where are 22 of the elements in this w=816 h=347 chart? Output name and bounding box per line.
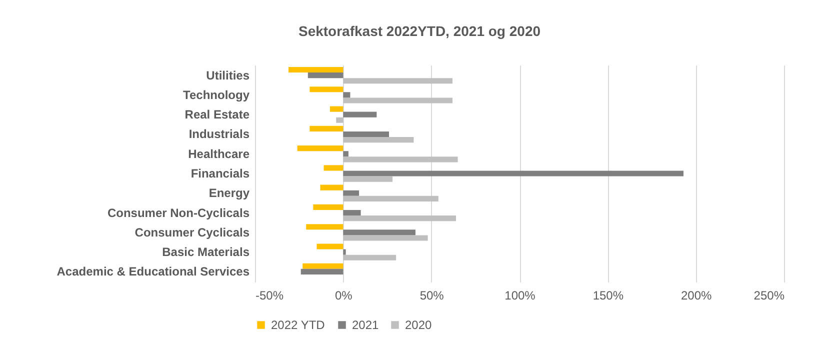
y-tick-label: Academic & Educational Services [56,264,250,279]
x-tick-label: 200% [680,288,712,302]
y-tick-label: Consumer Cyclicals [134,225,250,240]
y-tick-label: Financials [190,166,250,180]
x-tick-label: 50% [420,288,444,302]
y-tick-label: Utilities [206,68,250,82]
x-tick-label: 0% [334,288,353,302]
chart-title: Sektorafkast 2022YTD, 2021 og 2020 [298,23,541,39]
legend-label: 2021 [352,318,380,332]
y-tick-label: Real Estate [184,108,250,122]
x-tick-label: 250% [754,288,785,302]
y-tick-label: Basic Materials [162,245,250,260]
x-tick-label: 150% [592,288,624,302]
y-tick-label: Industrials [188,127,250,142]
legend-label: 2020 [405,318,432,332]
x-tick-label: -50% [256,288,284,302]
y-tick-label: Consumer Non-Cyclicals [107,206,250,220]
y-tick-label: Technology [183,88,250,102]
y-tick-label: Healthcare [188,146,250,161]
legend-label: 2022 YTD [271,318,326,332]
x-tick-label: 100% [504,288,536,302]
y-tick-label: Energy [208,186,250,200]
